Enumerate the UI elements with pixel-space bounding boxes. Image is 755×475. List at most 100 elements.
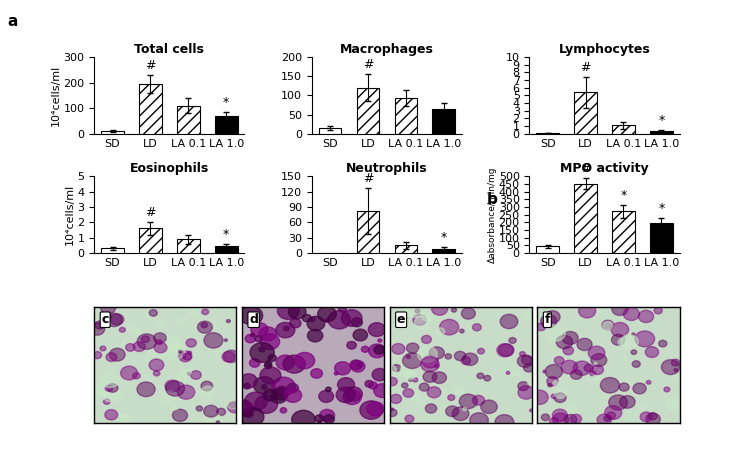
Bar xyxy=(650,131,673,134)
Text: #: # xyxy=(362,58,373,71)
Circle shape xyxy=(372,369,387,381)
Circle shape xyxy=(353,329,368,341)
Circle shape xyxy=(122,356,125,358)
Circle shape xyxy=(556,335,573,349)
Circle shape xyxy=(578,304,596,318)
Circle shape xyxy=(528,388,533,392)
Bar xyxy=(574,92,597,134)
Circle shape xyxy=(390,394,402,403)
Circle shape xyxy=(325,319,330,322)
Circle shape xyxy=(351,318,362,327)
Circle shape xyxy=(319,409,334,421)
Circle shape xyxy=(565,415,577,425)
Circle shape xyxy=(276,355,294,370)
Circle shape xyxy=(445,354,451,359)
Circle shape xyxy=(343,390,362,405)
Circle shape xyxy=(387,377,397,386)
Circle shape xyxy=(183,370,191,376)
Circle shape xyxy=(484,375,491,381)
Circle shape xyxy=(228,401,242,413)
Circle shape xyxy=(226,320,230,323)
Circle shape xyxy=(310,317,315,322)
Circle shape xyxy=(661,360,680,375)
Circle shape xyxy=(102,387,121,402)
Circle shape xyxy=(545,311,560,323)
Bar xyxy=(139,84,162,134)
Circle shape xyxy=(149,310,157,316)
Circle shape xyxy=(455,352,466,361)
Circle shape xyxy=(103,399,110,404)
Circle shape xyxy=(609,395,627,410)
Circle shape xyxy=(137,382,155,397)
Circle shape xyxy=(307,329,323,342)
Circle shape xyxy=(272,377,295,396)
Y-axis label: Δabsorbance/min/mg: Δabsorbance/min/mg xyxy=(488,166,498,263)
Circle shape xyxy=(368,382,378,389)
Circle shape xyxy=(217,408,226,416)
Text: *: * xyxy=(658,201,664,215)
Circle shape xyxy=(591,353,607,367)
Circle shape xyxy=(571,414,581,423)
Y-axis label: 10⁴cells/ml: 10⁴cells/ml xyxy=(65,184,75,245)
Circle shape xyxy=(640,405,644,408)
Circle shape xyxy=(105,314,112,319)
Circle shape xyxy=(133,373,140,379)
Circle shape xyxy=(178,353,186,359)
Circle shape xyxy=(567,407,578,415)
Circle shape xyxy=(93,352,102,359)
Circle shape xyxy=(563,346,574,355)
Bar xyxy=(356,88,379,134)
Circle shape xyxy=(392,365,401,371)
Circle shape xyxy=(553,409,568,421)
Circle shape xyxy=(470,413,488,428)
Circle shape xyxy=(432,302,448,315)
Circle shape xyxy=(499,344,514,356)
Circle shape xyxy=(249,359,260,367)
Circle shape xyxy=(141,336,149,342)
Circle shape xyxy=(334,362,351,375)
Circle shape xyxy=(445,406,459,417)
Circle shape xyxy=(571,370,582,380)
Circle shape xyxy=(396,314,405,322)
Circle shape xyxy=(422,312,433,321)
Circle shape xyxy=(436,328,445,335)
Circle shape xyxy=(201,386,214,397)
Circle shape xyxy=(640,412,652,422)
Title: Macrophages: Macrophages xyxy=(340,43,434,56)
Circle shape xyxy=(161,391,176,403)
Circle shape xyxy=(156,340,162,344)
Circle shape xyxy=(198,321,212,333)
Circle shape xyxy=(101,373,119,388)
Bar xyxy=(612,211,635,253)
Circle shape xyxy=(439,319,459,335)
Circle shape xyxy=(400,364,414,375)
Circle shape xyxy=(536,323,546,331)
Circle shape xyxy=(155,361,158,364)
Circle shape xyxy=(461,308,476,319)
Circle shape xyxy=(191,370,202,379)
Circle shape xyxy=(577,338,592,351)
Text: #: # xyxy=(581,162,591,175)
Circle shape xyxy=(100,346,106,351)
Circle shape xyxy=(318,306,336,322)
Circle shape xyxy=(554,357,564,364)
Circle shape xyxy=(277,386,287,394)
Circle shape xyxy=(250,342,274,362)
Circle shape xyxy=(623,357,627,360)
Circle shape xyxy=(357,363,362,368)
Circle shape xyxy=(227,399,239,409)
Circle shape xyxy=(268,355,276,361)
Bar xyxy=(101,248,124,253)
Text: c: c xyxy=(101,313,109,326)
Circle shape xyxy=(291,410,315,429)
Text: #: # xyxy=(581,61,591,74)
Bar xyxy=(139,228,162,253)
Circle shape xyxy=(639,310,654,323)
Circle shape xyxy=(592,365,603,374)
Circle shape xyxy=(602,320,614,330)
Circle shape xyxy=(619,383,629,391)
Circle shape xyxy=(145,350,165,365)
Circle shape xyxy=(121,366,137,380)
Circle shape xyxy=(387,409,397,417)
Circle shape xyxy=(245,334,255,343)
